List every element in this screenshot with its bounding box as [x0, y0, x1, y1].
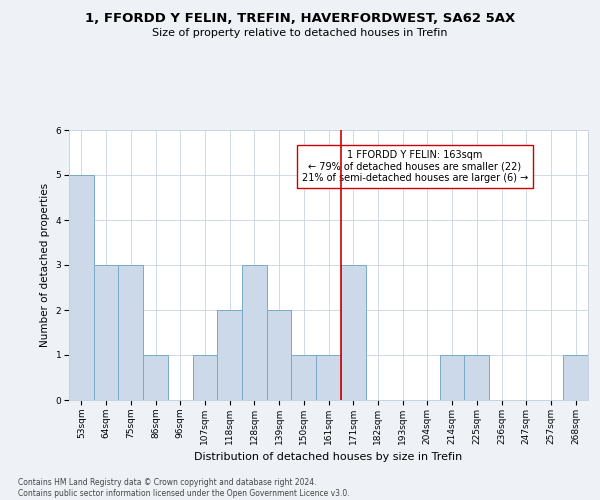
Bar [217, 310, 242, 400]
Bar [242, 265, 267, 400]
Bar [563, 355, 588, 400]
Y-axis label: Number of detached properties: Number of detached properties [40, 183, 50, 347]
Bar [316, 355, 341, 400]
Bar [440, 355, 464, 400]
Bar [292, 355, 316, 400]
X-axis label: Distribution of detached houses by size in Trefin: Distribution of detached houses by size … [194, 452, 463, 462]
Bar [118, 265, 143, 400]
Bar [143, 355, 168, 400]
Bar [341, 265, 365, 400]
Text: 1, FFORDD Y FELIN, TREFIN, HAVERFORDWEST, SA62 5AX: 1, FFORDD Y FELIN, TREFIN, HAVERFORDWEST… [85, 12, 515, 26]
Text: 1 FFORDD Y FELIN: 163sqm
← 79% of detached houses are smaller (22)
21% of semi-d: 1 FFORDD Y FELIN: 163sqm ← 79% of detach… [302, 150, 528, 184]
Text: Size of property relative to detached houses in Trefin: Size of property relative to detached ho… [152, 28, 448, 38]
Bar [94, 265, 118, 400]
Text: Contains HM Land Registry data © Crown copyright and database right 2024.
Contai: Contains HM Land Registry data © Crown c… [18, 478, 350, 498]
Bar [267, 310, 292, 400]
Bar [464, 355, 489, 400]
Bar [193, 355, 217, 400]
Bar [69, 175, 94, 400]
